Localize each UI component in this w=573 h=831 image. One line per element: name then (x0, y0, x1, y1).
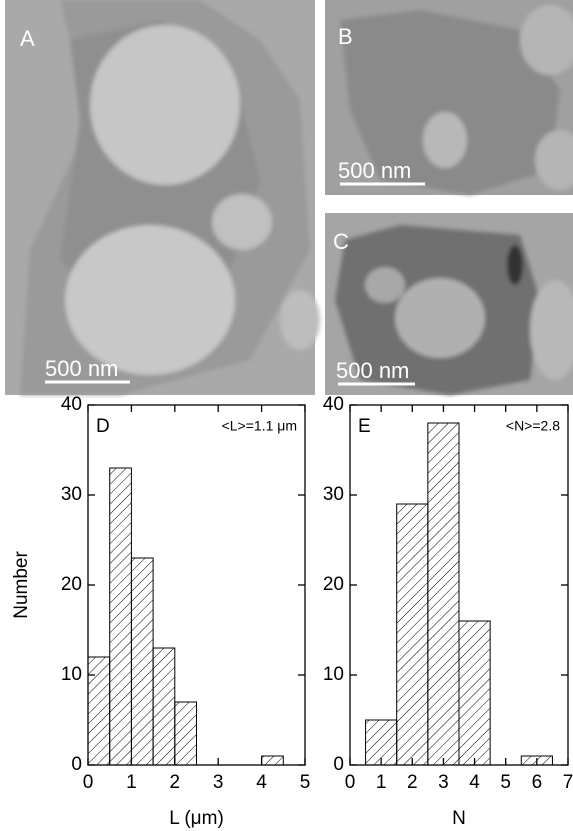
x-tick-label: 0 (345, 772, 356, 793)
x-tick-label: 1 (376, 772, 387, 793)
histogram-bar (396, 503, 429, 766)
y-tick-label: 20 (61, 574, 82, 595)
y-tick-label: 10 (61, 664, 82, 685)
x-tick-label: 2 (170, 772, 181, 793)
histogram-bar (152, 647, 176, 766)
scale-bar-label: 500 nm (338, 158, 411, 183)
scale-bar-label: 500 nm (45, 356, 118, 381)
annotation: <L>=1.1 μm (222, 418, 297, 434)
histogram-bar (174, 701, 198, 766)
histogram-bar (261, 755, 284, 766)
tem-image-b: B 500 nm (325, 0, 573, 195)
y-axis-label: Number (11, 551, 32, 619)
y-tick-label: 30 (323, 484, 344, 505)
x-tick-label: 1 (126, 772, 137, 793)
tem-image-c: C 500 nm (325, 213, 573, 395)
x-tick-label: 4 (256, 772, 267, 793)
annotation: <N>=2.8 (506, 418, 560, 434)
y-tick-label: 40 (61, 394, 82, 415)
y-tick-label: 40 (323, 394, 344, 415)
histogram-bar (87, 656, 111, 766)
x-tick-label: 0 (83, 772, 94, 793)
panel-label: D (96, 416, 110, 437)
y-tick-label: 20 (323, 574, 344, 595)
image-label: B (338, 24, 353, 49)
x-tick-label: 4 (469, 772, 480, 793)
x-tick-label: 5 (300, 772, 311, 793)
x-axis-label: L (μm) (169, 808, 224, 829)
x-tick-label: 3 (438, 772, 449, 793)
x-tick-label: 2 (407, 772, 418, 793)
histogram-bar (458, 620, 491, 766)
histogram-bar (109, 467, 132, 766)
histogram-bar (130, 557, 154, 766)
x-tick-label: 6 (532, 772, 543, 793)
x-tick-label: 5 (500, 772, 511, 793)
histogram-bar (427, 422, 460, 766)
panel-label: E (358, 416, 371, 437)
tem-image-a: A 500 nm (5, 0, 320, 395)
y-tick-label: 10 (323, 664, 344, 685)
image-label: A (20, 26, 35, 51)
y-tick-label: 0 (333, 754, 344, 775)
y-tick-label: 0 (71, 754, 82, 775)
x-tick-label: 3 (213, 772, 224, 793)
x-axis-label: N (452, 808, 466, 829)
x-tick-label: 7 (563, 772, 573, 793)
scale-bar-label: 500 nm (336, 358, 409, 383)
y-tick-label: 30 (61, 484, 82, 505)
image-label: C (333, 229, 349, 254)
